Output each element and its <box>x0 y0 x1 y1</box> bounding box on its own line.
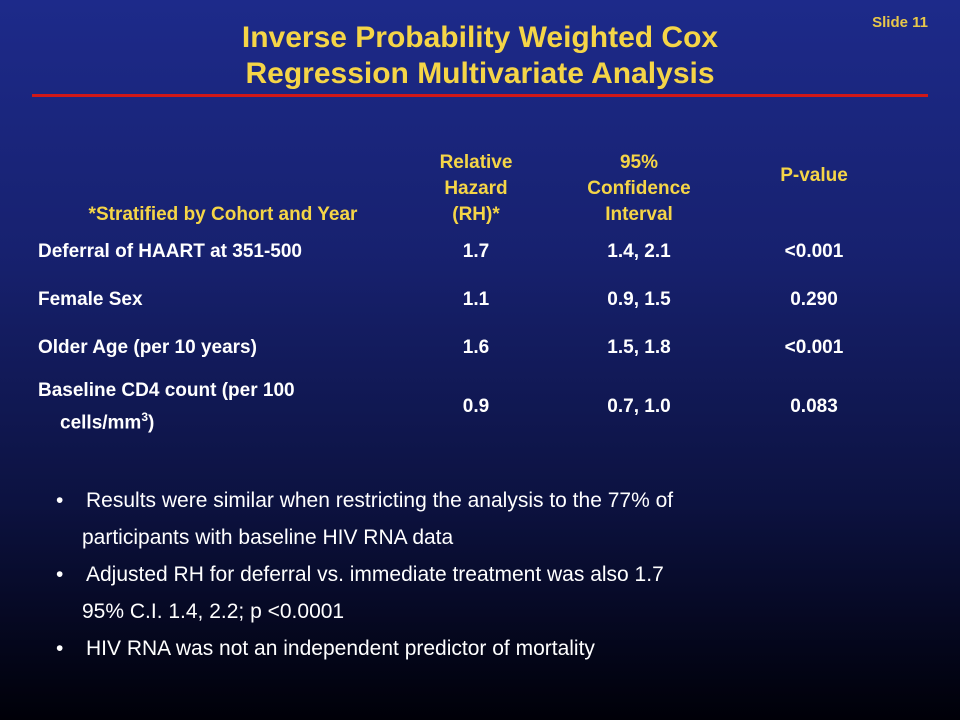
p-value: <0.001 <box>784 241 844 262</box>
row-label-units: cells/mm <box>60 412 142 434</box>
header-line: Interval <box>605 204 673 225</box>
row-label-line-2: cells/mm3) <box>38 404 154 436</box>
p-value: 0.290 <box>790 289 838 310</box>
p-value: <0.001 <box>784 337 844 358</box>
header-line: Relative <box>439 152 513 173</box>
row-label-tail: ) <box>148 412 155 434</box>
list-item: • HIV RNA was not an independent predict… <box>52 630 932 667</box>
header-line: (RH)* <box>452 204 500 225</box>
confidence-interval-value: 1.5, 1.8 <box>607 337 671 358</box>
column-header-p-value: P-value <box>734 124 894 228</box>
row-label: Older Age (per 10 years) <box>38 337 257 358</box>
row-label: Deferral of HAART at 351-500 <box>38 241 302 262</box>
bullet-text-line-2: 95% C.I. 1.4, 2.2; p <0.0001 <box>82 600 345 623</box>
header-line: P-value <box>780 165 848 186</box>
relative-hazard-value: 1.1 <box>462 289 490 310</box>
p-value: 0.083 <box>790 396 838 417</box>
bullet-icon: • <box>56 563 64 586</box>
header-line: Hazard <box>444 178 508 199</box>
confidence-interval-value: 1.4, 2.1 <box>607 241 671 262</box>
list-item: • Adjusted RH for deferral vs. immediate… <box>52 556 932 630</box>
stratification-note: *Stratified by Cohort and Year <box>88 204 358 225</box>
slide-number: Slide 11 <box>872 14 928 31</box>
bullet-text-line-2: participants with baseline HIV RNA data <box>82 526 454 549</box>
table-header-row: *Stratified by Cohort and Year Relative … <box>38 124 894 228</box>
column-header-confidence-interval: 95% Confidence Interval <box>544 124 734 228</box>
relative-hazard-value: 1.6 <box>462 337 490 358</box>
row-label: Female Sex <box>38 289 143 310</box>
bullet-icon: • <box>56 489 64 512</box>
bullet-text-line-1: Adjusted RH for deferral vs. immediate t… <box>86 563 664 586</box>
bullet-text-line-1: Results were similar when restricting th… <box>86 489 674 512</box>
findings-list: • Results were similar when restricting … <box>52 482 932 667</box>
confidence-interval-value: 0.9, 1.5 <box>607 289 671 310</box>
list-item: • Results were similar when restricting … <box>52 482 932 556</box>
title-divider <box>32 94 928 97</box>
table-row: Older Age (per 10 years) 1.6 1.5, 1.8 <0… <box>38 324 894 372</box>
header-line: Confidence <box>587 178 691 199</box>
table-row: Deferral of HAART at 351-500 1.7 1.4, 2.… <box>38 228 894 276</box>
title-line-1: Inverse Probability Weighted Cox <box>241 21 719 54</box>
slide-title: Inverse Probability Weighted Cox Regress… <box>0 20 960 92</box>
column-header-relative-hazard: Relative Hazard (RH)* <box>408 124 544 228</box>
title-line-2: Regression Multivariate Analysis <box>245 57 715 90</box>
row-label-superscript: 3 <box>141 409 149 424</box>
table-row: Baseline CD4 count (per 100 cells/mm3) 0… <box>38 372 894 442</box>
bullet-text-line-1: HIV RNA was not an independent predictor… <box>86 637 595 660</box>
results-table: *Stratified by Cohort and Year Relative … <box>38 124 894 442</box>
relative-hazard-value: 0.9 <box>462 396 490 417</box>
relative-hazard-value: 1.7 <box>462 241 490 262</box>
row-label-line-1: Baseline CD4 count (per 100 <box>38 379 295 401</box>
header-line: 95% <box>619 152 659 173</box>
confidence-interval-value: 0.7, 1.0 <box>607 396 671 417</box>
row-label: Baseline CD4 count (per 100 cells/mm3) <box>38 372 408 442</box>
bullet-icon: • <box>56 637 64 660</box>
table-row: Female Sex 1.1 0.9, 1.5 0.290 <box>38 276 894 324</box>
